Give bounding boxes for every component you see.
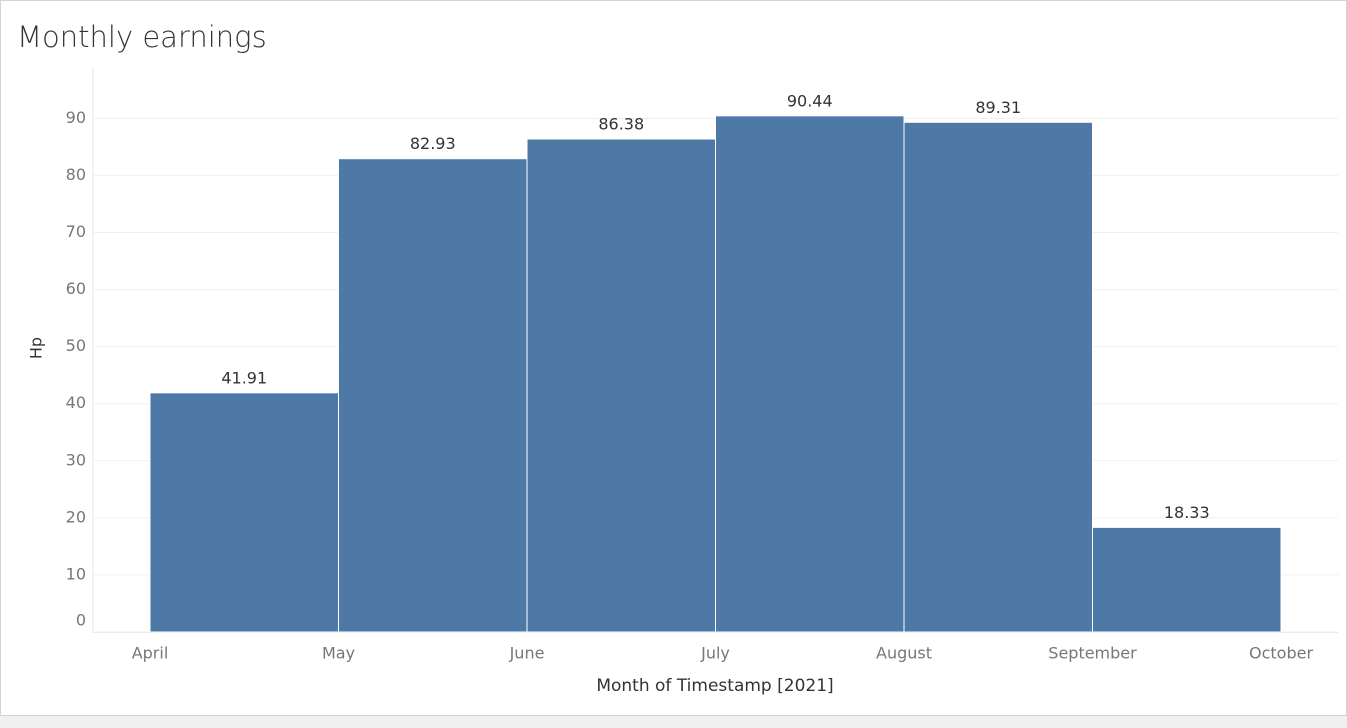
y-tick-label: 30 <box>66 450 86 469</box>
x-tick-label: April <box>132 644 169 663</box>
bar <box>903 121 1093 633</box>
value-label: 90.44 <box>787 91 833 110</box>
x-tick-label: September <box>1048 644 1137 663</box>
bar <box>526 138 716 633</box>
bottom-bar <box>0 716 1347 728</box>
y-tick-label: 70 <box>66 222 86 241</box>
x-tick-label: August <box>876 644 932 663</box>
bar <box>338 158 528 633</box>
x-tick-label: October <box>1249 644 1313 663</box>
chart-title: Monthly earnings <box>17 20 267 54</box>
y-tick-label: 50 <box>66 336 86 355</box>
x-tick-label: June <box>509 644 545 663</box>
y-tick-label: 90 <box>66 108 86 127</box>
bar <box>1092 526 1282 633</box>
y-tick-label: 40 <box>66 393 86 412</box>
x-tick-label: July <box>700 644 730 663</box>
value-label: 89.31 <box>975 98 1021 117</box>
value-label: 41.91 <box>221 368 267 387</box>
y-tick-label: 0 <box>76 611 86 630</box>
y-axis-label: Hp <box>27 337 46 359</box>
y-tick-label: 20 <box>66 507 86 526</box>
value-label: 82.93 <box>410 134 456 153</box>
x-tick-label: May <box>322 644 355 663</box>
value-label: 18.33 <box>1164 503 1210 522</box>
bar <box>715 115 905 633</box>
y-tick-label: 10 <box>66 564 86 583</box>
y-tick-label: 60 <box>66 279 86 298</box>
bar <box>149 392 339 633</box>
y-tick-label: 80 <box>66 165 86 184</box>
x-axis-label: Month of Timestamp [2021] <box>596 676 833 696</box>
value-label: 86.38 <box>598 115 644 134</box>
